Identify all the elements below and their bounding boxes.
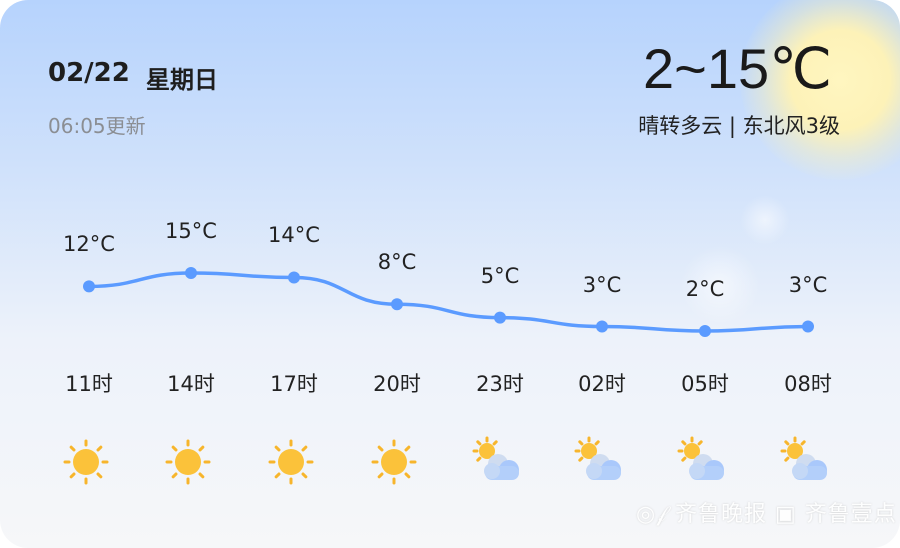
weather-description: 晴转多云 | 东北风3级 [638,114,840,138]
hour-label: 20时 [373,372,421,396]
date: 02/22 [48,58,130,88]
partly-cloudy-icon [779,436,831,488]
bubble-decoration [740,195,790,245]
temperature-point [83,280,95,293]
temperature-label: 5°C [480,263,520,288]
sunny-icon [368,436,420,488]
temperature-point [391,298,403,311]
temperature-label: 15°C [165,219,217,244]
sunny-icon [265,436,317,488]
hour-label: 05时 [681,372,729,396]
temperature-label: 3°C [788,272,828,297]
partly-cloudy-icon [471,436,523,488]
temperature-point [185,267,197,280]
partly-cloudy-icon [676,436,728,488]
partly-cloudy-icon [573,436,625,488]
hour-label: 11时 [65,372,113,396]
temperature-label: 3°C [582,272,622,297]
temperature-point [699,325,711,337]
temperature-label: 2°C [685,277,725,301]
temperature-range: 2~15℃ [642,37,832,100]
weekday: 星期日 [146,66,218,94]
hour-label: 08时 [784,372,832,396]
temperature-point [596,320,608,333]
hour-label: 02时 [578,372,626,396]
hour-label: 14时 [167,372,215,396]
sunny-icon [162,436,214,488]
watermark-logo: ◎𝒻 齐鲁晚报 ▣ 齐鲁壹点 [636,502,897,527]
temperature-label: 12°C [63,232,115,257]
hour-label: 23时 [476,372,524,396]
temperature-point [288,271,300,284]
temperature-line [88,271,809,333]
hour-label: 17时 [270,372,318,396]
temperature-point [494,311,506,324]
bubble-decoration [680,245,760,325]
sunny-icon [60,436,112,488]
temperature-label: 8°C [377,250,417,275]
temperature-label: 14°C [268,223,320,248]
update-time: 06:05更新 [48,114,146,138]
temperature-point [802,320,814,333]
